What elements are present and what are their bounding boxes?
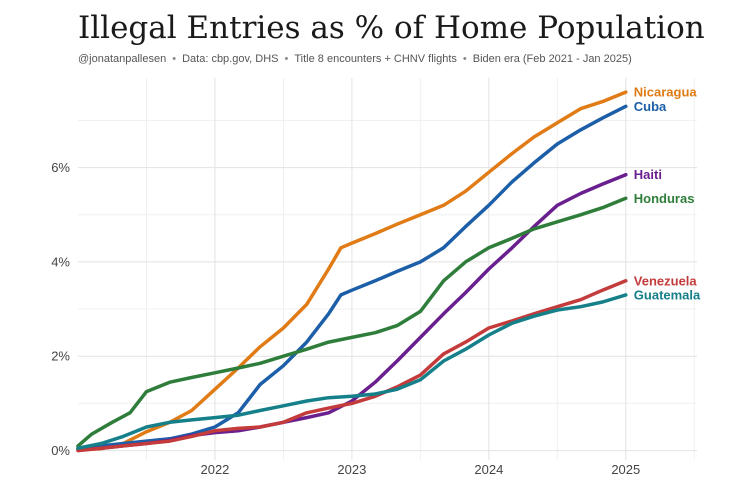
series-label-nicaragua: Nicaragua [634, 85, 698, 100]
series-label-venezuela: Venezuela [634, 273, 698, 288]
subtitle-source: Data: cbp.gov, DHS [182, 53, 279, 65]
x-tick-label: 2023 [337, 462, 366, 477]
series-lines [76, 90, 628, 453]
series-line-venezuela [76, 279, 628, 453]
subtitle-separator: • [462, 53, 467, 65]
subtitle-separator: • [172, 53, 177, 65]
series-line-honduras [76, 196, 628, 448]
series-label-cuba: Cuba [634, 99, 667, 114]
series-label-honduras: Honduras [634, 191, 695, 206]
subtitle-author: @jonatanpallesen [78, 53, 167, 65]
axis-ticks: 2022 2023 2024 2025 0% 2% 4% 6% [51, 160, 640, 477]
subtitle-method: Title 8 encounters + CHNV flights [294, 53, 457, 65]
x-tick-label: 2024 [474, 462, 503, 477]
chart-title: Illegal Entries as % of Home Population [78, 10, 705, 46]
chart-subtitle: @jonatanpallesen • Data: cbp.gov, DHS • Titl… [78, 53, 632, 65]
subtitle-separator: • [284, 53, 289, 65]
x-tick-label: 2022 [200, 462, 229, 477]
y-tick-label: 2% [51, 349, 70, 364]
grid [78, 78, 697, 460]
series-label-haiti: Haiti [634, 167, 662, 182]
y-tick-label: 6% [51, 160, 70, 175]
y-tick-label: 4% [51, 254, 70, 269]
series-line-guatemala [76, 293, 628, 450]
subtitle-period: Biden era (Feb 2021 - Jan 2025) [472, 53, 632, 65]
y-tick-label: 0% [51, 443, 70, 458]
x-tick-label: 2025 [611, 462, 640, 477]
series-label-guatemala: Guatemala [634, 287, 701, 302]
